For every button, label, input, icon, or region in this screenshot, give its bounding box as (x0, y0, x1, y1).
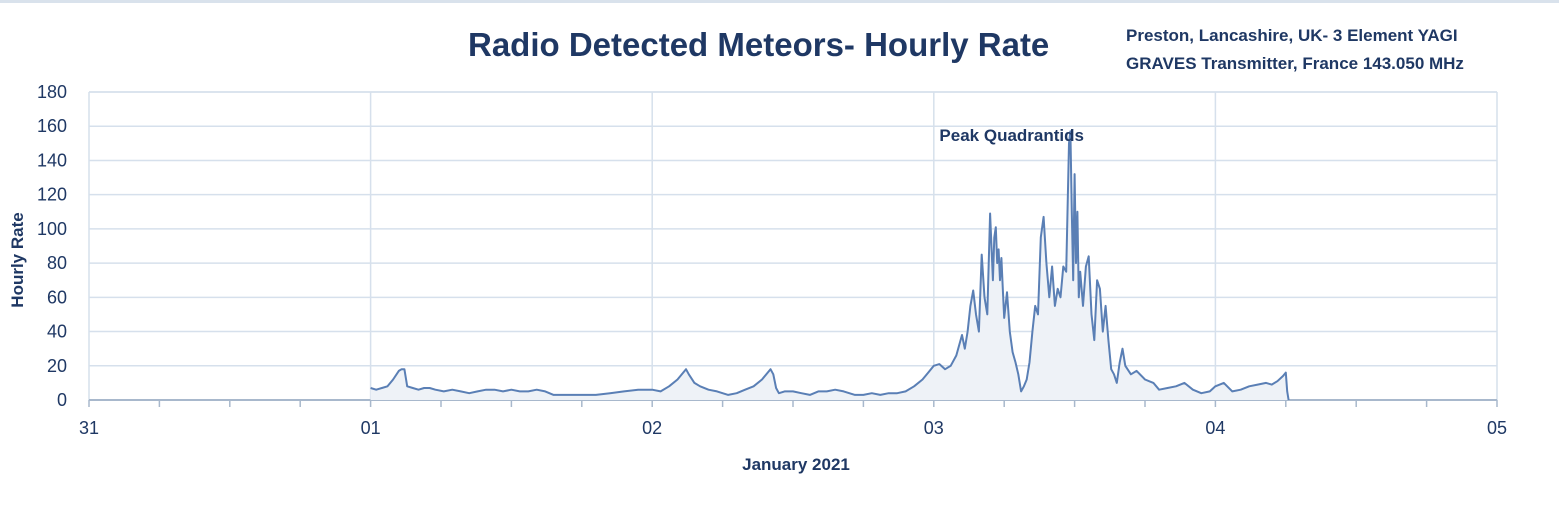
y-tick-label: 0 (57, 390, 67, 410)
x-tick-label: 05 (1487, 418, 1507, 438)
series-area (370, 131, 1289, 400)
chart-title: Radio Detected Meteors- Hourly Rate (468, 26, 1050, 63)
y-tick-label: 60 (47, 287, 67, 307)
y-tick-label: 80 (47, 253, 67, 273)
series-layer (370, 130, 1290, 401)
y-tick-label: 100 (37, 219, 67, 239)
y-tick-label: 160 (37, 116, 67, 136)
x-tick-label: 02 (642, 418, 662, 438)
y-tick-label: 140 (37, 150, 67, 170)
y-tick-label: 120 (37, 185, 67, 205)
y-tick-label: 40 (47, 322, 67, 342)
top-border (0, 0, 1559, 3)
x-tick-label: 31 (79, 418, 99, 438)
station-location: Preston, Lancashire, UK- 3 Element YAGI (1126, 26, 1458, 45)
x-tick-label: 03 (924, 418, 944, 438)
x-axis-title: January 2021 (742, 455, 850, 474)
peak-annotation: Peak Quadrantids (939, 126, 1084, 145)
y-tick-label: 180 (37, 82, 67, 102)
station-info: Preston, Lancashire, UK- 3 Element YAGI … (1126, 22, 1464, 78)
labels-layer: 0 20 40 60 80 100 120 140 160 180 31 01 02 03 04 05 Janu… (8, 82, 1507, 474)
x-tick-label: 01 (361, 418, 381, 438)
axes (88, 399, 1498, 407)
y-tick-label: 20 (47, 356, 67, 376)
x-tick-label: 04 (1205, 418, 1225, 438)
grid-lines (88, 91, 1498, 400)
y-axis-title: Hourly Rate (8, 212, 27, 307)
station-transmitter: GRAVES Transmitter, France 143.050 MHz (1126, 54, 1464, 73)
series-line (370, 130, 1290, 401)
